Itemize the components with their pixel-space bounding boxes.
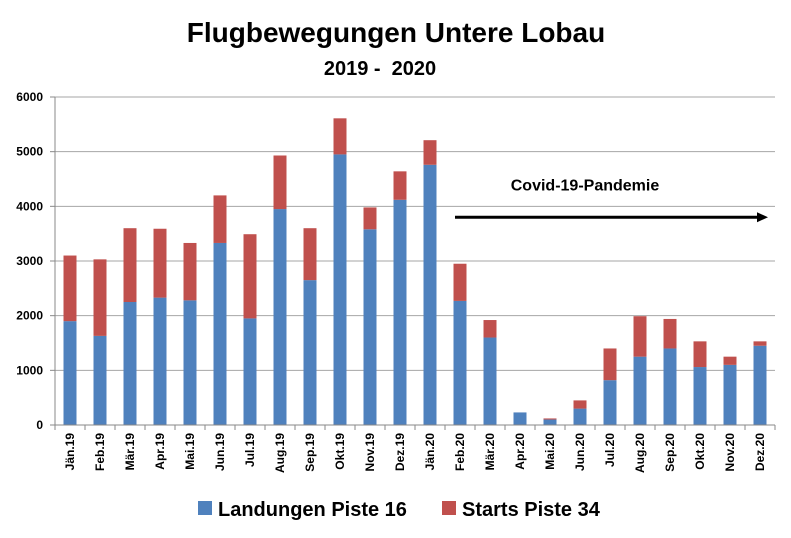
bar-landungen [243,318,257,425]
x-tick-label: Okt.20 [693,433,707,470]
y-tick-label: 2000 [16,309,43,323]
x-tick-label: Jun.19 [213,433,227,471]
x-tick-label: Jun.20 [573,433,587,471]
x-tick-label: Aug.19 [273,433,287,473]
bar-landungen [213,242,227,425]
annotation-arrowhead [757,212,768,223]
bar-landungen [363,229,377,425]
bar-landungen [513,412,527,425]
bar-starts [243,234,257,319]
x-tick-label: Nov.20 [723,433,737,472]
bar-starts [423,140,437,165]
y-tick-label: 5000 [16,145,43,159]
y-tick-label: 3000 [16,254,43,268]
bar-landungen [183,300,197,425]
bar-landungen [453,300,467,425]
y-tick-label: 4000 [16,199,43,213]
bar-landungen [753,345,767,425]
x-tick-label: Aug.20 [633,433,647,473]
bar-landungen [393,199,407,425]
y-tick-label: 0 [36,418,43,432]
x-axis-ticks: Jän.19 Feb.19 Mär.19 Apr.19 Mai.19 Jun.19 Jul.… [54,425,776,473]
gridlines [55,96,775,371]
bar-landungen [723,364,737,425]
legend-label-landungen: Landungen Piste 16 [218,499,407,521]
x-tick-label: Jän.20 [423,433,437,471]
x-tick-label: Mär.20 [483,433,497,471]
bar-landungen [483,337,497,425]
bar-landungen [153,297,167,425]
bar-starts [273,155,287,210]
bar-starts [633,316,647,357]
bar-starts [663,318,677,349]
x-tick-label: Mai.20 [543,433,557,470]
x-tick-label: Mär.19 [123,433,137,471]
bar-landungen [123,302,137,425]
bar-starts [213,195,227,243]
bar-starts [693,341,707,368]
x-tick-label: Nov.19 [363,433,377,472]
bar-starts [153,228,167,298]
bar-starts [603,348,617,381]
chart-title: Flugbewegungen Untere Lobau [187,17,605,48]
legend-swatch-landungen [198,501,212,515]
annotation-text: Covid-19-Pandemie [511,177,660,194]
x-tick-label: Okt.19 [333,433,347,470]
bar-landungen [273,209,287,425]
x-tick-label: Sep.20 [663,433,677,472]
bar-landungen [93,335,107,425]
x-tick-label: Sep.19 [303,433,317,472]
bar-landungen [333,154,347,425]
bar-starts [183,242,197,301]
bar-starts [363,207,377,230]
y-axis-ticks: 0 1000 2000 3000 4000 5000 6000 [16,90,55,432]
bar-starts [453,263,467,301]
bar-starts [93,259,107,336]
x-tick-label: Jul.20 [603,433,617,467]
bar-starts [573,400,587,409]
bar-starts [303,228,317,281]
legend-label-starts: Starts Piste 34 [462,499,601,521]
bar-landungen [663,348,677,425]
bar-starts [753,341,767,346]
x-tick-label: Jän.19 [63,433,77,471]
bar-landungen [63,321,77,425]
bar-starts [543,418,557,420]
x-tick-label: Mai.19 [183,433,197,470]
x-tick-label: Feb.19 [93,433,107,471]
y-tick-label: 1000 [16,363,43,377]
x-tick-label: Jul.19 [243,433,257,467]
bar-landungen [303,280,317,425]
bar-landungen [603,380,617,425]
x-tick-label: Apr.20 [513,433,527,470]
bar-starts [63,255,77,322]
bar-starts [483,320,497,338]
bar-landungen [423,164,437,425]
bar-starts [333,118,347,155]
bars [63,118,767,425]
bar-landungen [633,356,647,425]
chart-subtitle: 2019 - 2020 [324,58,436,80]
x-tick-label: Dez.20 [753,433,767,471]
annotation: Covid-19-Pandemie [455,177,768,223]
legend: Landungen Piste 16 Starts Piste 34 [198,499,601,521]
bar-starts [123,228,137,302]
bar-landungen [693,367,707,425]
bar-landungen [573,408,587,425]
bar-starts [393,171,407,200]
x-tick-label: Apr.19 [153,433,167,470]
legend-swatch-starts [442,501,456,515]
bar-landungen [543,419,557,425]
x-tick-label: Dez.19 [393,433,407,471]
x-tick-label: Feb.20 [453,433,467,471]
bar-starts [723,356,737,365]
y-tick-label: 6000 [16,90,43,104]
